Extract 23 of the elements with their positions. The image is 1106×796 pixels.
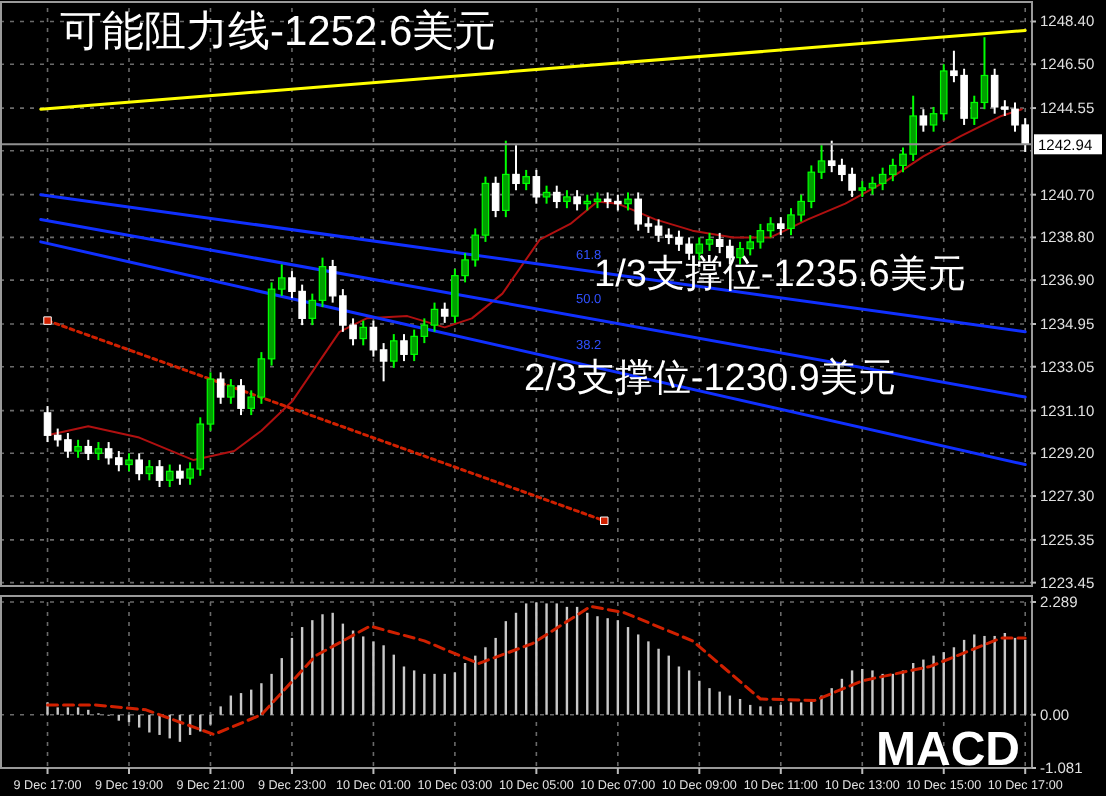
candlestick bbox=[522, 168, 530, 192]
candlestick bbox=[552, 184, 561, 210]
candlestick bbox=[512, 144, 520, 192]
candlestick bbox=[227, 378, 235, 405]
candlestick bbox=[400, 333, 408, 363]
annotation: MACD bbox=[876, 722, 1020, 777]
candlestick bbox=[359, 319, 368, 347]
candlestick bbox=[502, 139, 510, 219]
candlestick bbox=[440, 301, 449, 324]
candlestick bbox=[389, 333, 398, 369]
candlestick bbox=[491, 175, 500, 219]
candlestick bbox=[919, 108, 928, 133]
candlestick bbox=[573, 189, 581, 212]
candlestick bbox=[135, 452, 143, 482]
candlestick bbox=[145, 459, 154, 482]
candlestick bbox=[216, 371, 225, 405]
candlestick bbox=[165, 463, 174, 489]
candlestick bbox=[237, 378, 245, 417]
candlestick bbox=[176, 463, 184, 486]
candlestick bbox=[532, 168, 541, 205]
candlestick bbox=[84, 438, 93, 462]
candlestick bbox=[155, 459, 164, 489]
annotation: 可能阻力线-1252.6美元 bbox=[60, 9, 497, 56]
